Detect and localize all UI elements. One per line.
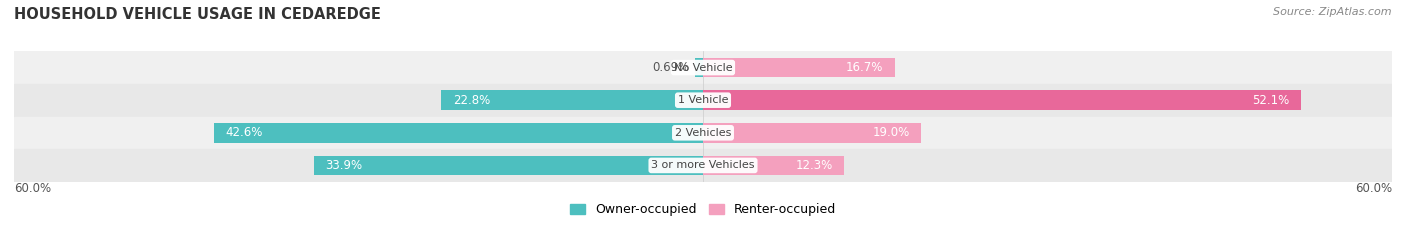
Text: 60.0%: 60.0%	[1355, 182, 1392, 195]
Bar	[14, 116, 1392, 149]
Bar	[703, 58, 894, 77]
Text: 2 Vehicles: 2 Vehicles	[675, 128, 731, 138]
Text: 3 or more Vehicles: 3 or more Vehicles	[651, 161, 755, 170]
Bar	[14, 84, 1392, 116]
Bar	[703, 123, 921, 143]
Text: 52.1%: 52.1%	[1253, 94, 1289, 107]
Bar	[703, 156, 844, 175]
Bar	[703, 90, 1301, 110]
Text: 1 Vehicle: 1 Vehicle	[678, 95, 728, 105]
Bar	[441, 90, 703, 110]
Text: 60.0%: 60.0%	[14, 182, 51, 195]
Text: 33.9%: 33.9%	[325, 159, 363, 172]
Bar	[214, 123, 703, 143]
Text: 12.3%: 12.3%	[796, 159, 832, 172]
Bar	[314, 156, 703, 175]
Text: Source: ZipAtlas.com: Source: ZipAtlas.com	[1274, 7, 1392, 17]
Legend: Owner-occupied, Renter-occupied: Owner-occupied, Renter-occupied	[565, 198, 841, 221]
Text: HOUSEHOLD VEHICLE USAGE IN CEDAREDGE: HOUSEHOLD VEHICLE USAGE IN CEDAREDGE	[14, 7, 381, 22]
Bar	[695, 58, 703, 77]
Text: 42.6%: 42.6%	[225, 126, 263, 139]
Text: 16.7%: 16.7%	[846, 61, 883, 74]
Bar	[14, 51, 1392, 84]
Text: 19.0%: 19.0%	[873, 126, 910, 139]
Text: 0.69%: 0.69%	[652, 61, 689, 74]
Bar	[14, 149, 1392, 182]
Text: No Vehicle: No Vehicle	[673, 63, 733, 72]
Text: 22.8%: 22.8%	[453, 94, 489, 107]
